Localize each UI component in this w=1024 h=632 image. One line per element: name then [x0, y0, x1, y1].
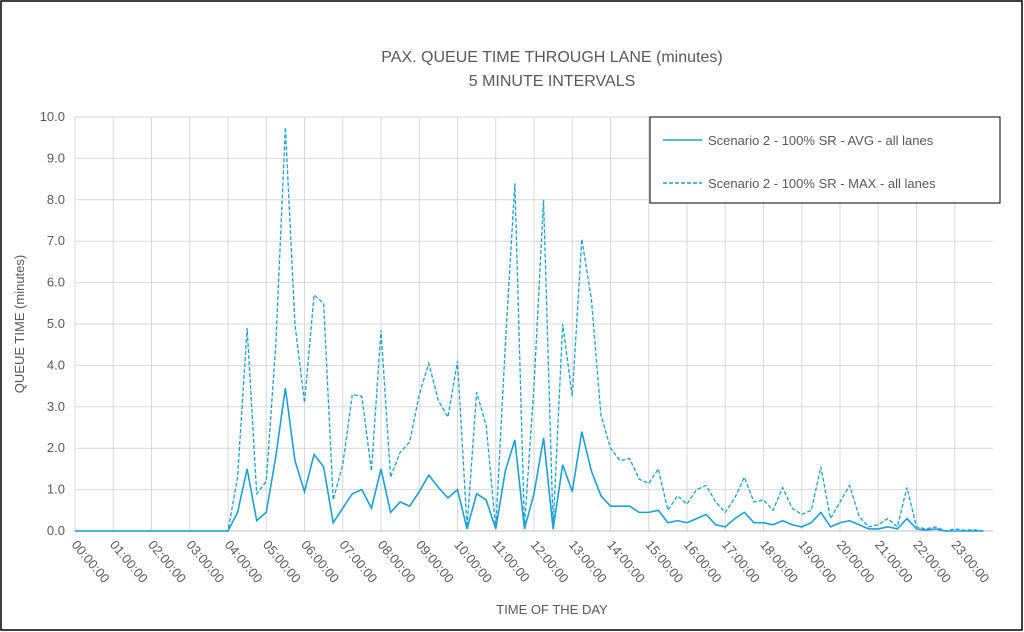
y-tick-label: 0.0 — [47, 523, 65, 538]
y-tick-label: 8.0 — [47, 192, 65, 207]
legend-label: Scenario 2 - 100% SR - MAX - all lanes — [708, 176, 936, 191]
y-tick-label: 1.0 — [47, 482, 65, 497]
legend-label: Scenario 2 - 100% SR - AVG - all lanes — [708, 133, 934, 148]
y-tick-label: 7.0 — [47, 233, 65, 248]
y-tick-label: 3.0 — [47, 399, 65, 414]
y-tick-label: 10.0 — [40, 109, 65, 124]
data-line — [75, 127, 984, 532]
legend-box — [649, 116, 1001, 204]
y-tick-label: 4.0 — [47, 357, 65, 372]
y-tick-label: 6.0 — [47, 275, 65, 290]
y-axis-title: QUEUE TIME (minutes) — [12, 255, 27, 393]
x-axis-title: TIME OF THE DAY — [496, 602, 608, 617]
y-tick-label: 5.0 — [47, 316, 65, 331]
chart-subtitle: 5 MINUTE INTERVALS — [469, 73, 636, 90]
y-tick-label: 2.0 — [47, 440, 65, 455]
chart-title: PAX. QUEUE TIME THROUGH LANE (minutes) — [381, 49, 722, 66]
y-tick-label: 9.0 — [47, 150, 65, 165]
